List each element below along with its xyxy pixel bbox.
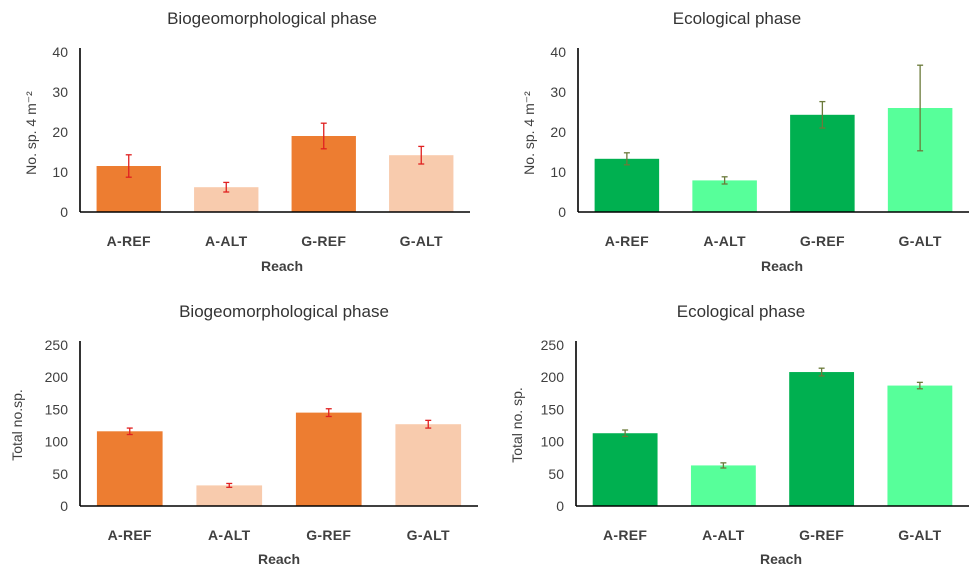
chart-svg: Ecological phase Total no. sp. Reach 0 50… [509,302,969,567]
bar-a-alt [196,485,263,506]
chart-svg: Biogeomorphological phase No. sp. 4 m⁻² … [23,9,470,274]
y-tick-label: 10 [550,164,566,180]
chart-svg: Biogeomorphological phase Total no.sp. R… [9,302,478,567]
plot-area: 0 50 100 150 200 250 A-REF A-ALT G-REF G-ALT [45,337,478,543]
chart-title: Biogeomorphological phase [179,302,389,321]
y-tick-label: 0 [60,498,68,514]
bar-a-ref [594,158,660,212]
chart-top-right: Ecological phase No. sp. 4 m⁻² Reach 0 10… [490,0,979,285]
error-bar-g-alt [916,381,923,390]
y-axis-label: No. sp. 4 m⁻² [23,91,39,175]
chart-svg: Ecological phase No. sp. 4 m⁻² Reach 0 10… [521,9,969,274]
y-tick-label: 150 [45,401,69,417]
y-tick-label: 0 [60,204,68,220]
error-bar-a-alt [720,462,727,469]
bar-a-alt [692,180,757,212]
y-axis-label: Total no. sp. [509,387,525,463]
y-tick-label: 30 [52,84,68,100]
bar-g-ref [789,372,855,506]
x-tick-label: G-ALT [400,233,443,249]
x-axis-label: Reach [258,551,300,567]
y-axis-label: Total no.sp. [9,389,25,461]
x-tick-label: A-REF [107,233,151,249]
y-tick-label: 250 [541,337,565,353]
chart-title: Ecological phase [677,302,806,321]
y-tick-label: 150 [541,401,565,417]
x-tick-label: G-ALT [407,527,450,543]
error-bar-a-alt [223,181,230,193]
bar-a-ref [96,431,163,506]
y-tick-label: 40 [52,44,68,60]
y-tick-label: 100 [45,434,69,450]
x-axis-label: Reach [760,551,802,567]
bar-g-alt [887,385,953,506]
bar-g-ref [295,412,362,506]
plot-area: 0 10 20 30 40 A-REF A-ALT G-REF G-ALT [550,44,969,249]
bar-a-ref [592,433,658,506]
x-tick-label: A-ALT [205,233,248,249]
x-tick-label: A-REF [605,233,649,249]
x-tick-label: A-REF [603,527,647,543]
error-bar-a-ref [125,154,132,178]
error-bar-a-alt [721,176,728,185]
x-tick-label: G-ALT [899,233,942,249]
y-tick-label: 50 [52,466,68,482]
x-axis-label: Reach [261,258,303,274]
bar-g-alt [395,424,462,506]
y-tick-label: 100 [541,434,565,450]
bar-g-ref [790,114,855,212]
x-axis-label: Reach [761,258,803,274]
chart-bottom-left: Biogeomorphological phase Total no.sp. R… [0,285,490,569]
plot-area: 0 50 100 150 200 250 A-REF A-ALT G-REF G-ALT [541,337,969,543]
y-tick-label: 0 [558,204,566,220]
chart-title: Ecological phase [673,9,802,28]
error-bar-g-alt [917,64,924,152]
x-tick-label: G-REF [301,233,346,249]
x-tick-label: G-REF [306,527,351,543]
y-tick-label: 200 [45,369,69,385]
y-tick-label: 40 [550,44,566,60]
y-tick-label: 200 [541,369,565,385]
chart-top-left: Biogeomorphological phase No. sp. 4 m⁻² … [0,0,490,285]
bar-g-alt [389,155,454,212]
y-tick-label: 20 [52,124,68,140]
y-tick-label: 10 [52,164,68,180]
y-tick-label: 20 [550,124,566,140]
y-axis-label: No. sp. 4 m⁻² [521,91,537,175]
error-bar-a-ref [623,152,630,166]
x-tick-label: A-ALT [208,527,251,543]
chart-title: Biogeomorphological phase [167,9,377,28]
error-bar-a-ref [126,427,133,436]
chart-bottom-right: Ecological phase Total no. sp. Reach 0 50… [490,285,979,569]
x-tick-label: G-ALT [898,527,941,543]
error-bar-a-alt [226,482,233,488]
error-bar-a-ref [622,429,629,438]
y-tick-label: 50 [548,466,564,482]
x-tick-label: A-ALT [702,527,745,543]
y-tick-label: 250 [45,337,69,353]
error-bar-g-alt [425,419,432,429]
error-bar-g-ref [819,100,826,129]
y-tick-label: 30 [550,84,566,100]
error-bar-g-ref [818,367,825,377]
y-tick-label: 0 [556,498,564,514]
error-bar-g-ref [320,122,327,150]
bar-a-alt [690,465,756,506]
error-bar-g-alt [418,145,425,165]
x-tick-label: A-REF [108,527,152,543]
x-tick-label: G-REF [799,527,844,543]
x-tick-label: G-REF [800,233,845,249]
error-bar-g-ref [325,408,332,418]
x-tick-label: A-ALT [703,233,746,249]
plot-area: 0 10 20 30 40 A-REF A-ALT G-REF G-ALT [52,44,470,249]
